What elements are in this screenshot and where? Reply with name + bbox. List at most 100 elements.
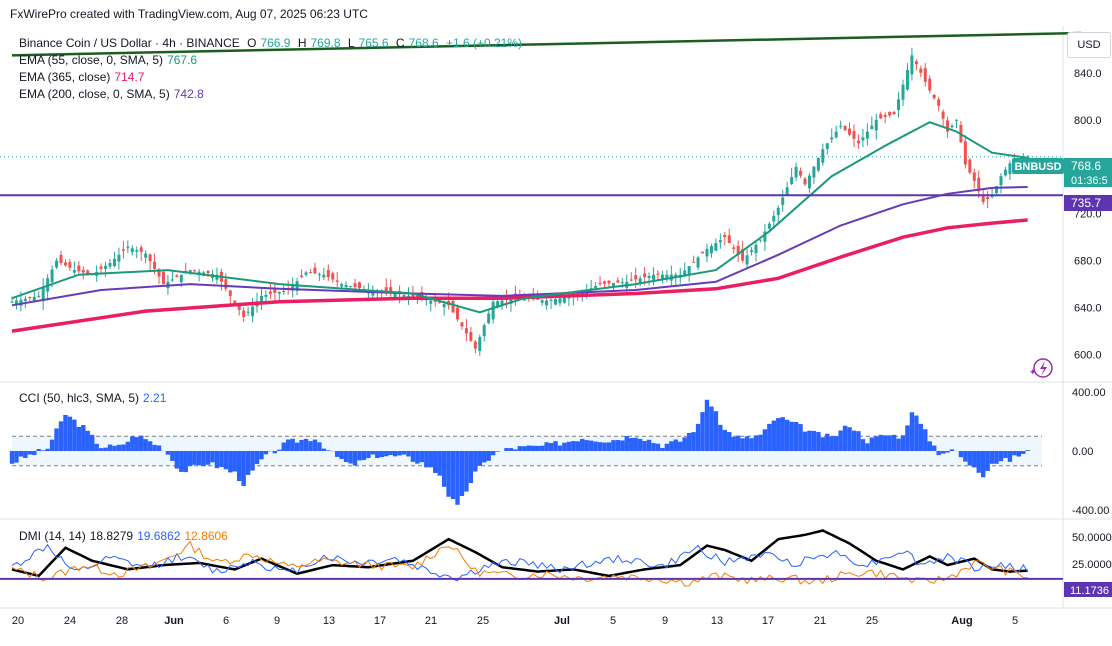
candle-body	[353, 283, 357, 288]
candle-body	[790, 177, 794, 184]
ema365-legend[interactable]: EMA (365, close) 714.7	[19, 70, 145, 84]
candle-body	[603, 281, 607, 284]
candle-body	[251, 306, 255, 317]
candle-body	[825, 143, 829, 150]
cci-bar	[397, 451, 402, 456]
price-tick-label: 720.0	[1074, 209, 1102, 221]
cci-bar	[784, 419, 790, 451]
candle-body	[175, 275, 179, 278]
cci-bar	[544, 442, 549, 451]
cci-bar	[972, 451, 977, 468]
candle-body	[411, 292, 415, 297]
cci-bar	[36, 449, 41, 451]
cci-bar	[464, 451, 469, 492]
cci-bar	[210, 451, 215, 463]
candle-body	[620, 282, 624, 284]
candle-body	[816, 158, 820, 171]
time-tick-label: 5	[610, 615, 616, 627]
lightning-icon[interactable]: ✦	[1029, 358, 1053, 378]
candle-body	[144, 253, 148, 258]
candle-body	[634, 275, 638, 280]
candle-body	[322, 274, 326, 278]
cci-bar	[980, 451, 986, 478]
cci-bar	[156, 445, 162, 451]
cci-legend[interactable]: CCI (50, hlc3, SMA, 5) 2.21	[19, 391, 167, 405]
cci-bar	[856, 431, 861, 451]
ema200-legend[interactable]: EMA (200, close, 0, SMA, 5) 742.8	[19, 87, 204, 101]
cci-bar	[214, 451, 220, 469]
time-tick-label: 20	[12, 615, 24, 627]
candle-body	[995, 186, 999, 194]
price-tick-label: 840.0	[1074, 68, 1102, 80]
cci-bar	[896, 438, 901, 451]
cci-bar	[254, 451, 260, 464]
cci-bar	[811, 430, 817, 451]
candle-body	[264, 294, 268, 297]
cci-bar	[294, 442, 300, 451]
candle-body	[344, 285, 348, 288]
time-tick-label: Jul	[554, 615, 570, 627]
level-price-tag: 735.7	[1064, 195, 1112, 211]
ohlc-low: L 765.6	[347, 36, 389, 50]
candle-body	[456, 307, 459, 320]
cci-bar	[508, 448, 514, 451]
cci-bar	[277, 449, 282, 451]
candle-body	[460, 322, 464, 327]
cci-bar	[882, 435, 888, 451]
candle-body	[727, 235, 731, 244]
cci-bar	[81, 425, 86, 451]
currency-button[interactable]: USD	[1067, 32, 1111, 58]
candle-body	[999, 176, 1003, 186]
cci-bar	[838, 430, 843, 451]
candle-body	[340, 284, 344, 287]
cci-bar	[615, 440, 621, 451]
candle-body	[139, 247, 143, 252]
ema55-legend[interactable]: EMA (55, close, 0, SMA, 5) 767.6	[19, 53, 198, 67]
last-price-tag: 768.6 01:36:5	[1064, 158, 1112, 187]
candle-body	[741, 249, 745, 261]
dmi-plusdi-line	[11, 543, 1029, 582]
candle-body	[10, 301, 14, 303]
candle-body	[683, 270, 687, 276]
cci-bar	[802, 431, 808, 451]
cci-bar	[1016, 451, 1022, 457]
price-tick-label: 680.0	[1074, 256, 1102, 268]
svg-text:11.1736: 11.1736	[1070, 585, 1109, 597]
candle-body	[562, 297, 566, 303]
candle-body	[277, 291, 281, 294]
candle-body	[897, 99, 901, 110]
candle-body	[308, 272, 312, 274]
cci-bar	[593, 441, 598, 451]
candle-body	[883, 115, 887, 117]
candle-body	[750, 250, 754, 252]
cci-bar	[415, 451, 420, 464]
cci-bar	[722, 429, 727, 451]
cci-bar	[820, 437, 826, 451]
cci-bar	[441, 451, 447, 487]
candle-body	[224, 279, 228, 289]
candle-body	[941, 111, 945, 119]
cci-bar	[949, 449, 955, 451]
cci-bar	[597, 442, 603, 451]
cci-bar	[660, 447, 665, 451]
cci-bar	[455, 451, 460, 505]
cci-bar	[517, 446, 523, 451]
candle-body	[300, 275, 304, 277]
ohlc-high: H 769.8	[297, 36, 341, 50]
time-tick-label: 13	[711, 615, 723, 627]
cci-bar	[98, 448, 104, 451]
symbol-title[interactable]: Binance Coin / US Dollar · 4h · BINANCE	[19, 36, 240, 50]
candle-body	[928, 78, 932, 91]
cci-bar	[205, 451, 211, 465]
cci-bar	[312, 439, 318, 451]
cci-bar	[326, 450, 331, 451]
cci-bar	[963, 451, 968, 462]
cci-bar	[580, 438, 585, 451]
cci-bar	[700, 412, 705, 451]
cci-bar	[1025, 450, 1030, 451]
dmi-legend[interactable]: DMI (14, 14) 18.8279 19.6862 12.8606	[19, 529, 228, 543]
candle-body	[861, 137, 865, 141]
candle-body	[776, 207, 780, 216]
candle-body	[104, 265, 108, 269]
